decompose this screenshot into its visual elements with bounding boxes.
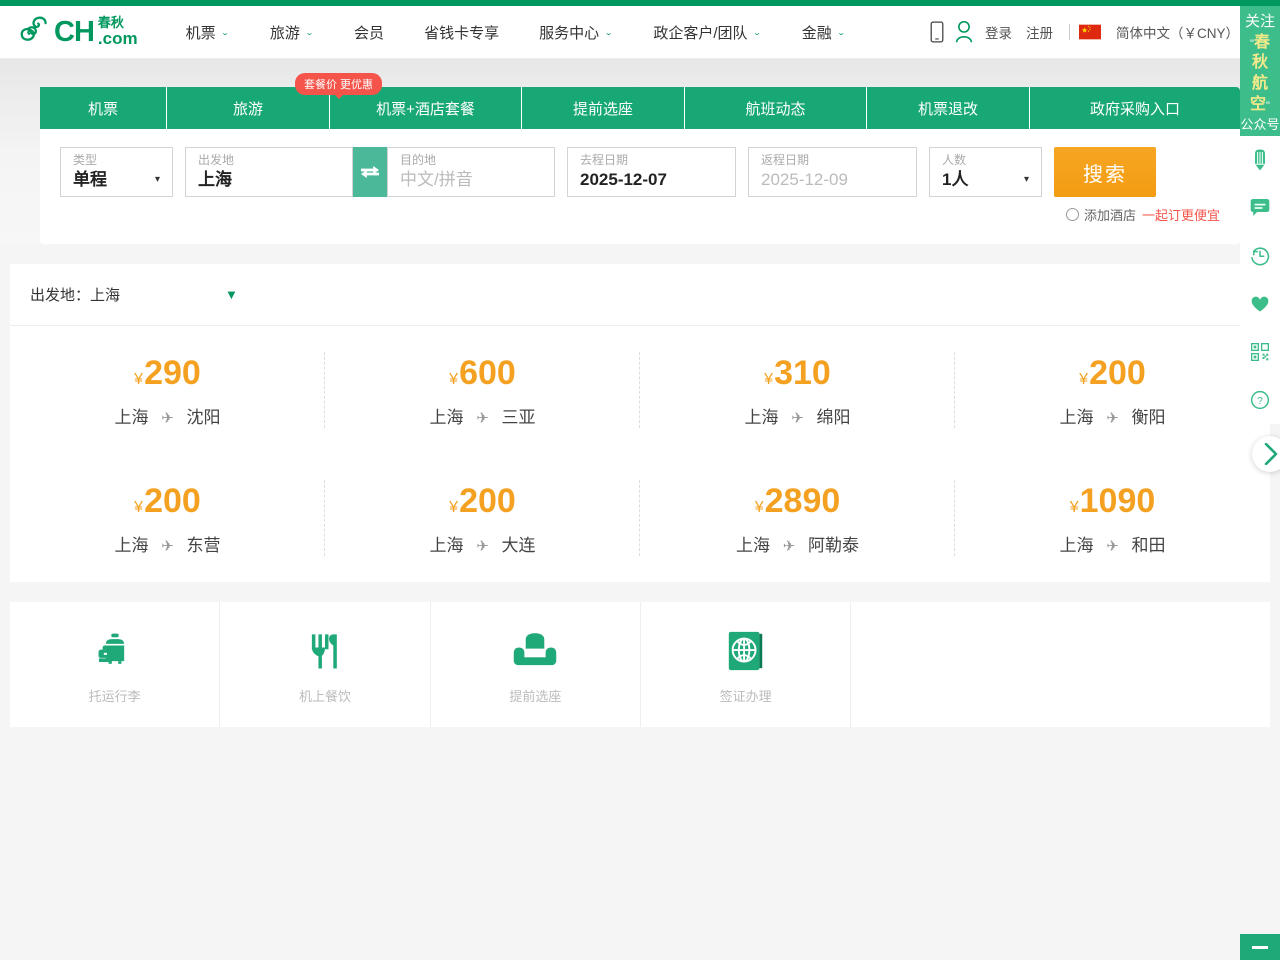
svg-text:?: ?: [1257, 396, 1263, 407]
